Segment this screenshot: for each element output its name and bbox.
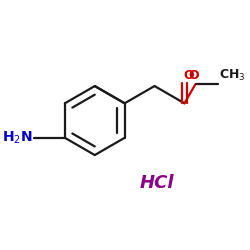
- Text: O: O: [188, 69, 199, 82]
- Text: CH$_3$: CH$_3$: [219, 68, 246, 83]
- Text: HCl: HCl: [140, 174, 174, 192]
- Text: H$_2$N: H$_2$N: [2, 130, 33, 146]
- Text: O: O: [184, 69, 194, 82]
